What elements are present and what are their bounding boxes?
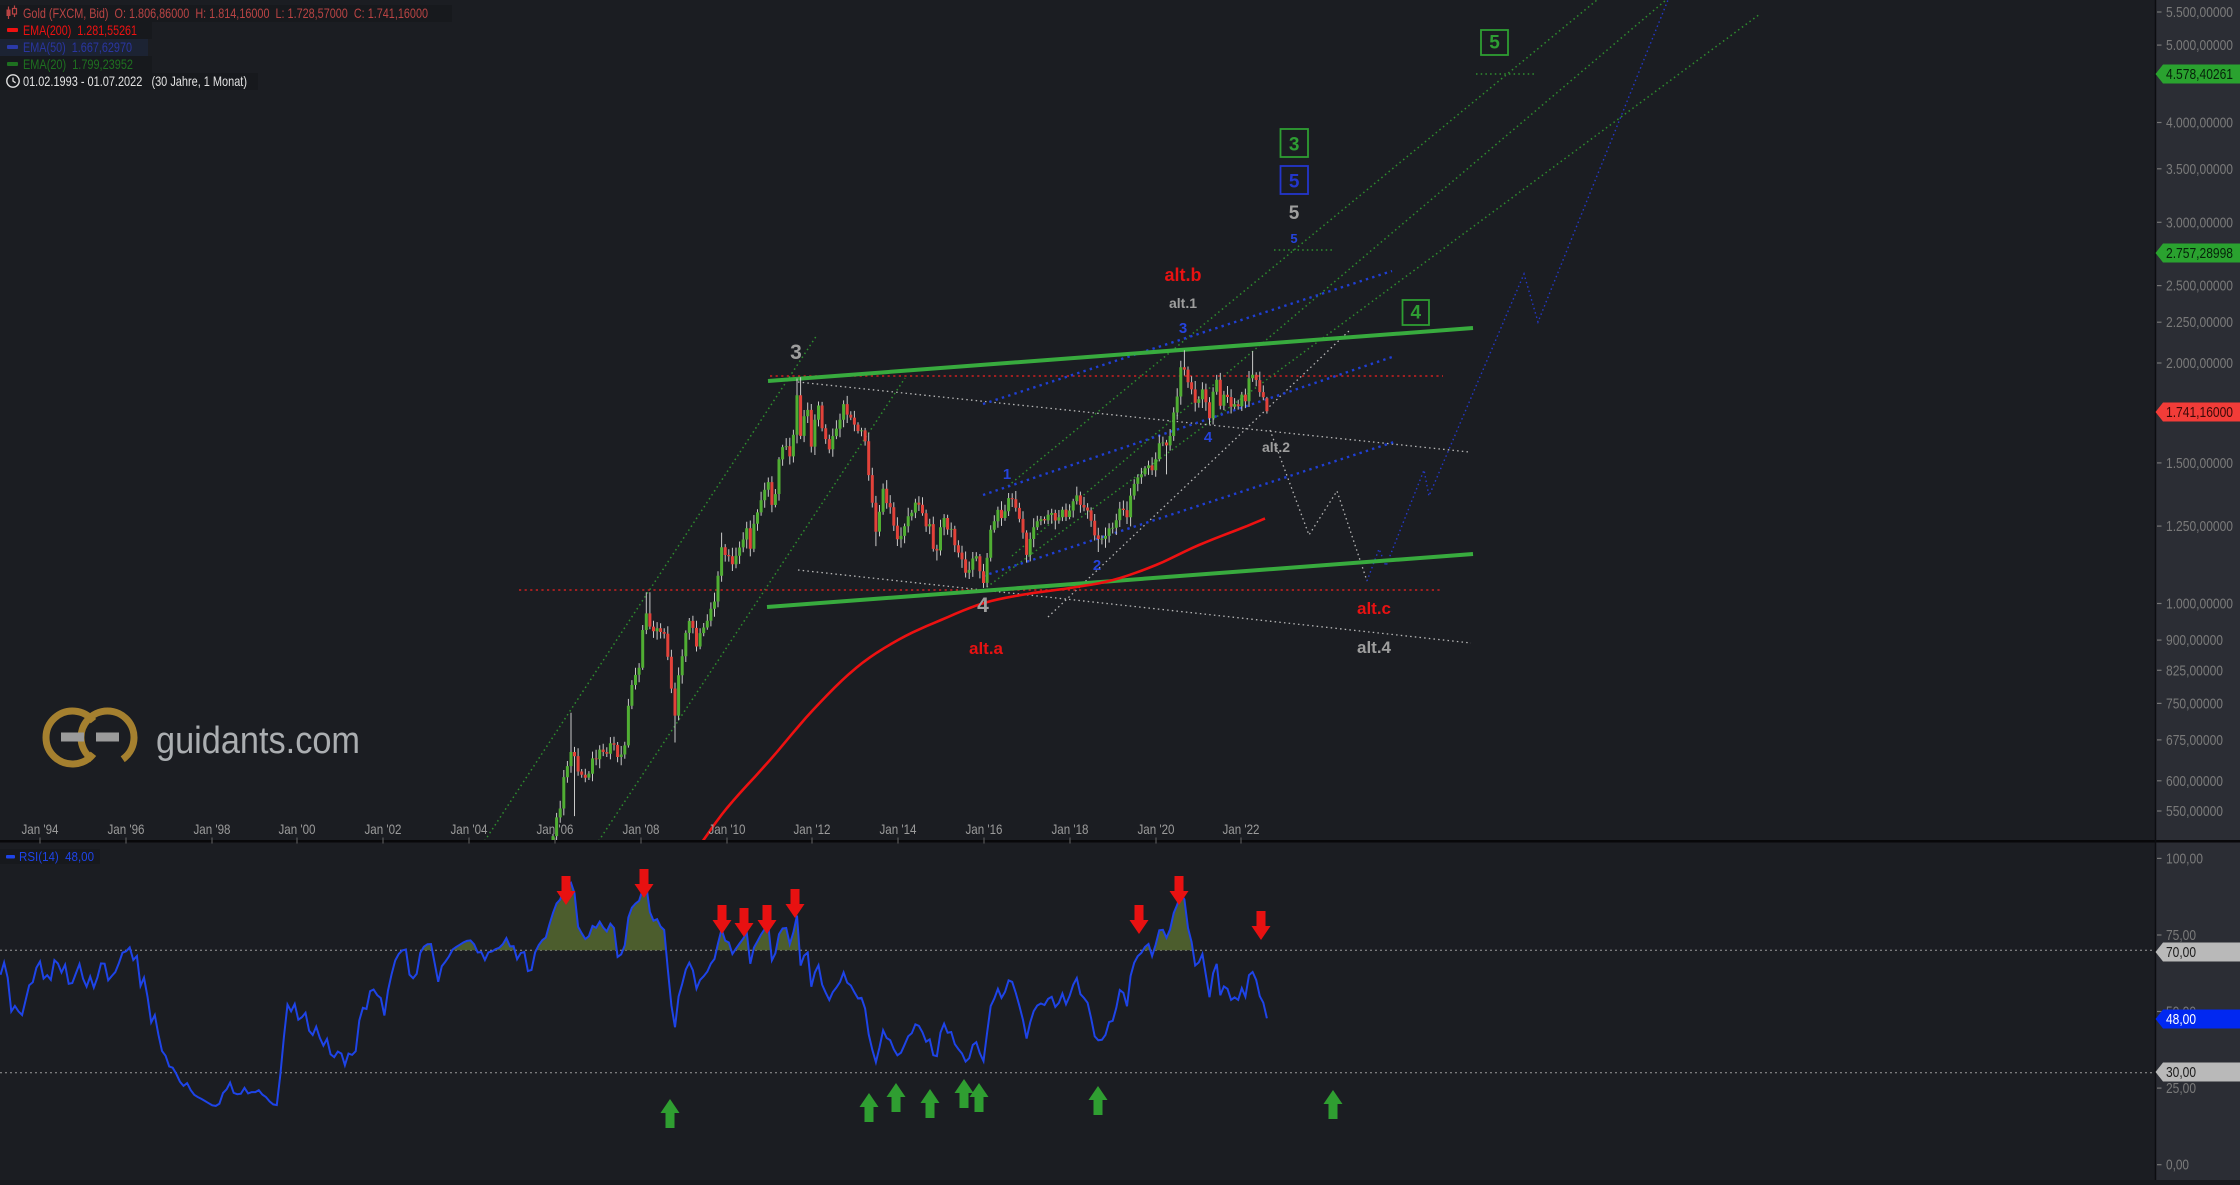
svg-text:RSI(14) 48,00: RSI(14) 48,00 bbox=[19, 850, 94, 864]
svg-text:01.02.1993 - 01.07.2022 (30: 01.02.1993 - 01.07.2022 (30 Jahre, 1 Mon… bbox=[23, 73, 247, 89]
svg-text:1: 1 bbox=[1003, 466, 1011, 483]
svg-text:675,00000: 675,00000 bbox=[2166, 732, 2223, 749]
svg-text:825,00000: 825,00000 bbox=[2166, 662, 2223, 679]
svg-text:alt.1: alt.1 bbox=[1169, 295, 1197, 311]
svg-text:5.500,00000: 5.500,00000 bbox=[2166, 4, 2233, 21]
svg-text:1.741,16000: 1.741,16000 bbox=[2166, 404, 2233, 421]
svg-text:0,00: 0,00 bbox=[2166, 1157, 2189, 1174]
svg-text:5: 5 bbox=[1289, 172, 1300, 193]
svg-text:2.757,28998: 2.757,28998 bbox=[2166, 245, 2233, 262]
svg-text:Jan '00: Jan '00 bbox=[279, 821, 316, 837]
svg-text:EMA(20) 1.799,23952: EMA(20) 1.799,23952 bbox=[23, 56, 133, 72]
svg-text:Jan '04: Jan '04 bbox=[451, 821, 488, 837]
svg-text:4: 4 bbox=[977, 594, 989, 617]
svg-text:30,00: 30,00 bbox=[2166, 1064, 2196, 1081]
svg-text:900,00000: 900,00000 bbox=[2166, 632, 2223, 649]
svg-text:3: 3 bbox=[1289, 135, 1300, 156]
svg-text:alt.4: alt.4 bbox=[1357, 638, 1392, 657]
svg-text:25,00: 25,00 bbox=[2166, 1080, 2196, 1097]
svg-text:5: 5 bbox=[1289, 203, 1300, 224]
svg-text:750,00000: 750,00000 bbox=[2166, 695, 2223, 712]
svg-text:4.000,00000: 4.000,00000 bbox=[2166, 115, 2233, 132]
svg-text:alt.a: alt.a bbox=[969, 639, 1004, 658]
svg-text:Jan '16: Jan '16 bbox=[966, 821, 1003, 837]
svg-text:2: 2 bbox=[1093, 557, 1101, 574]
svg-text:Jan '14: Jan '14 bbox=[880, 821, 917, 837]
svg-text:2.000,00000: 2.000,00000 bbox=[2166, 355, 2233, 372]
svg-text:Jan '22: Jan '22 bbox=[1223, 821, 1260, 837]
svg-text:2.500,00000: 2.500,00000 bbox=[2166, 278, 2233, 295]
svg-text:Jan '94: Jan '94 bbox=[22, 821, 59, 837]
svg-text:Jan '98: Jan '98 bbox=[194, 821, 231, 837]
svg-text:Jan '10: Jan '10 bbox=[709, 821, 746, 837]
svg-text:EMA(50) 1.667,62970: EMA(50) 1.667,62970 bbox=[23, 39, 132, 55]
svg-text:Jan '08: Jan '08 bbox=[623, 821, 660, 837]
svg-text:5: 5 bbox=[1290, 231, 1297, 246]
svg-text:70,00: 70,00 bbox=[2166, 944, 2196, 961]
svg-text:5: 5 bbox=[1489, 33, 1500, 54]
svg-text:1.250,00000: 1.250,00000 bbox=[2166, 518, 2233, 535]
svg-text:3: 3 bbox=[1179, 320, 1187, 337]
svg-text:75,00: 75,00 bbox=[2166, 927, 2196, 944]
svg-text:48,00: 48,00 bbox=[2166, 1011, 2196, 1028]
svg-text:Jan '12: Jan '12 bbox=[794, 821, 831, 837]
svg-text:1.000,00000: 1.000,00000 bbox=[2166, 596, 2233, 613]
svg-text:EMA(200) 1.281,55261: EMA(200) 1.281,55261 bbox=[23, 22, 137, 38]
svg-text:guidants.com: guidants.com bbox=[156, 720, 360, 762]
svg-text:3: 3 bbox=[790, 341, 802, 364]
svg-text:3.500,00000: 3.500,00000 bbox=[2166, 161, 2233, 178]
svg-text:2.250,00000: 2.250,00000 bbox=[2166, 314, 2233, 331]
svg-text:Jan '18: Jan '18 bbox=[1052, 821, 1089, 837]
svg-text:Jan '96: Jan '96 bbox=[108, 821, 145, 837]
svg-text:4: 4 bbox=[1411, 303, 1422, 324]
svg-text:5.000,00000: 5.000,00000 bbox=[2166, 37, 2233, 54]
svg-text:100,00: 100,00 bbox=[2166, 850, 2203, 867]
svg-text:600,00000: 600,00000 bbox=[2166, 773, 2223, 790]
svg-text:Jan '02: Jan '02 bbox=[365, 821, 402, 837]
svg-text:4.578,40261: 4.578,40261 bbox=[2166, 66, 2233, 83]
svg-text:Jan '20: Jan '20 bbox=[1138, 821, 1175, 837]
svg-text:550,00000: 550,00000 bbox=[2166, 803, 2223, 820]
svg-text:1.500,00000: 1.500,00000 bbox=[2166, 455, 2233, 472]
svg-text:Gold (FXCM, Bid) O: 1.806,860: Gold (FXCM, Bid) O: 1.806,86000 H: 1.814… bbox=[23, 5, 428, 21]
svg-text:3.000,00000: 3.000,00000 bbox=[2166, 214, 2233, 231]
svg-text:Jan '06: Jan '06 bbox=[537, 821, 574, 837]
svg-text:alt.2: alt.2 bbox=[1262, 439, 1290, 455]
svg-text:alt.c: alt.c bbox=[1357, 599, 1391, 618]
svg-text:alt.b: alt.b bbox=[1164, 265, 1201, 285]
svg-text:4: 4 bbox=[1204, 429, 1213, 446]
